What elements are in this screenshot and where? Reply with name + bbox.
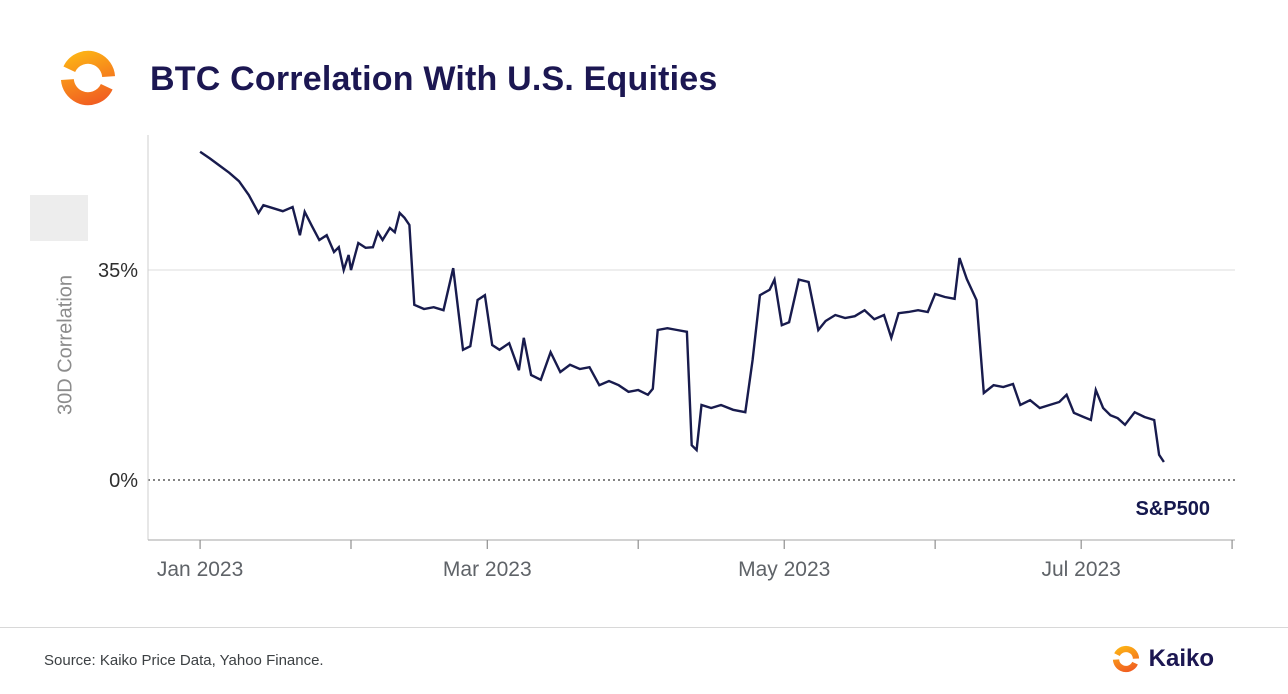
x-tick-label: Jul 2023 xyxy=(1041,558,1120,581)
page-title: BTC Correlation With U.S. Equities xyxy=(150,60,718,98)
y-tick-label: 35% xyxy=(98,260,138,282)
footer-divider xyxy=(0,627,1288,628)
source-attribution: Source: Kaiko Price Data, Yahoo Finance. xyxy=(44,652,324,669)
y-tick-label: 0% xyxy=(109,470,138,492)
footer-brand: Kaiko xyxy=(1111,644,1214,674)
kaiko-logo-icon-small xyxy=(1112,645,1139,673)
x-tick-label: Jan 2023 xyxy=(157,558,243,581)
series-label-sp500: S&P500 xyxy=(1135,498,1211,520)
background-artifact-box xyxy=(30,195,88,241)
x-tick-label: Mar 2023 xyxy=(443,558,532,581)
kaiko-logo-icon xyxy=(60,50,116,106)
brand-name: Kaiko xyxy=(1148,645,1214,672)
x-tick-label: May 2023 xyxy=(738,558,830,581)
correlation-line xyxy=(199,150,1165,463)
correlation-chart: 35% 0% Jan 2023 Mar 2023 May 2023 Jul 2023 xyxy=(98,135,1235,581)
